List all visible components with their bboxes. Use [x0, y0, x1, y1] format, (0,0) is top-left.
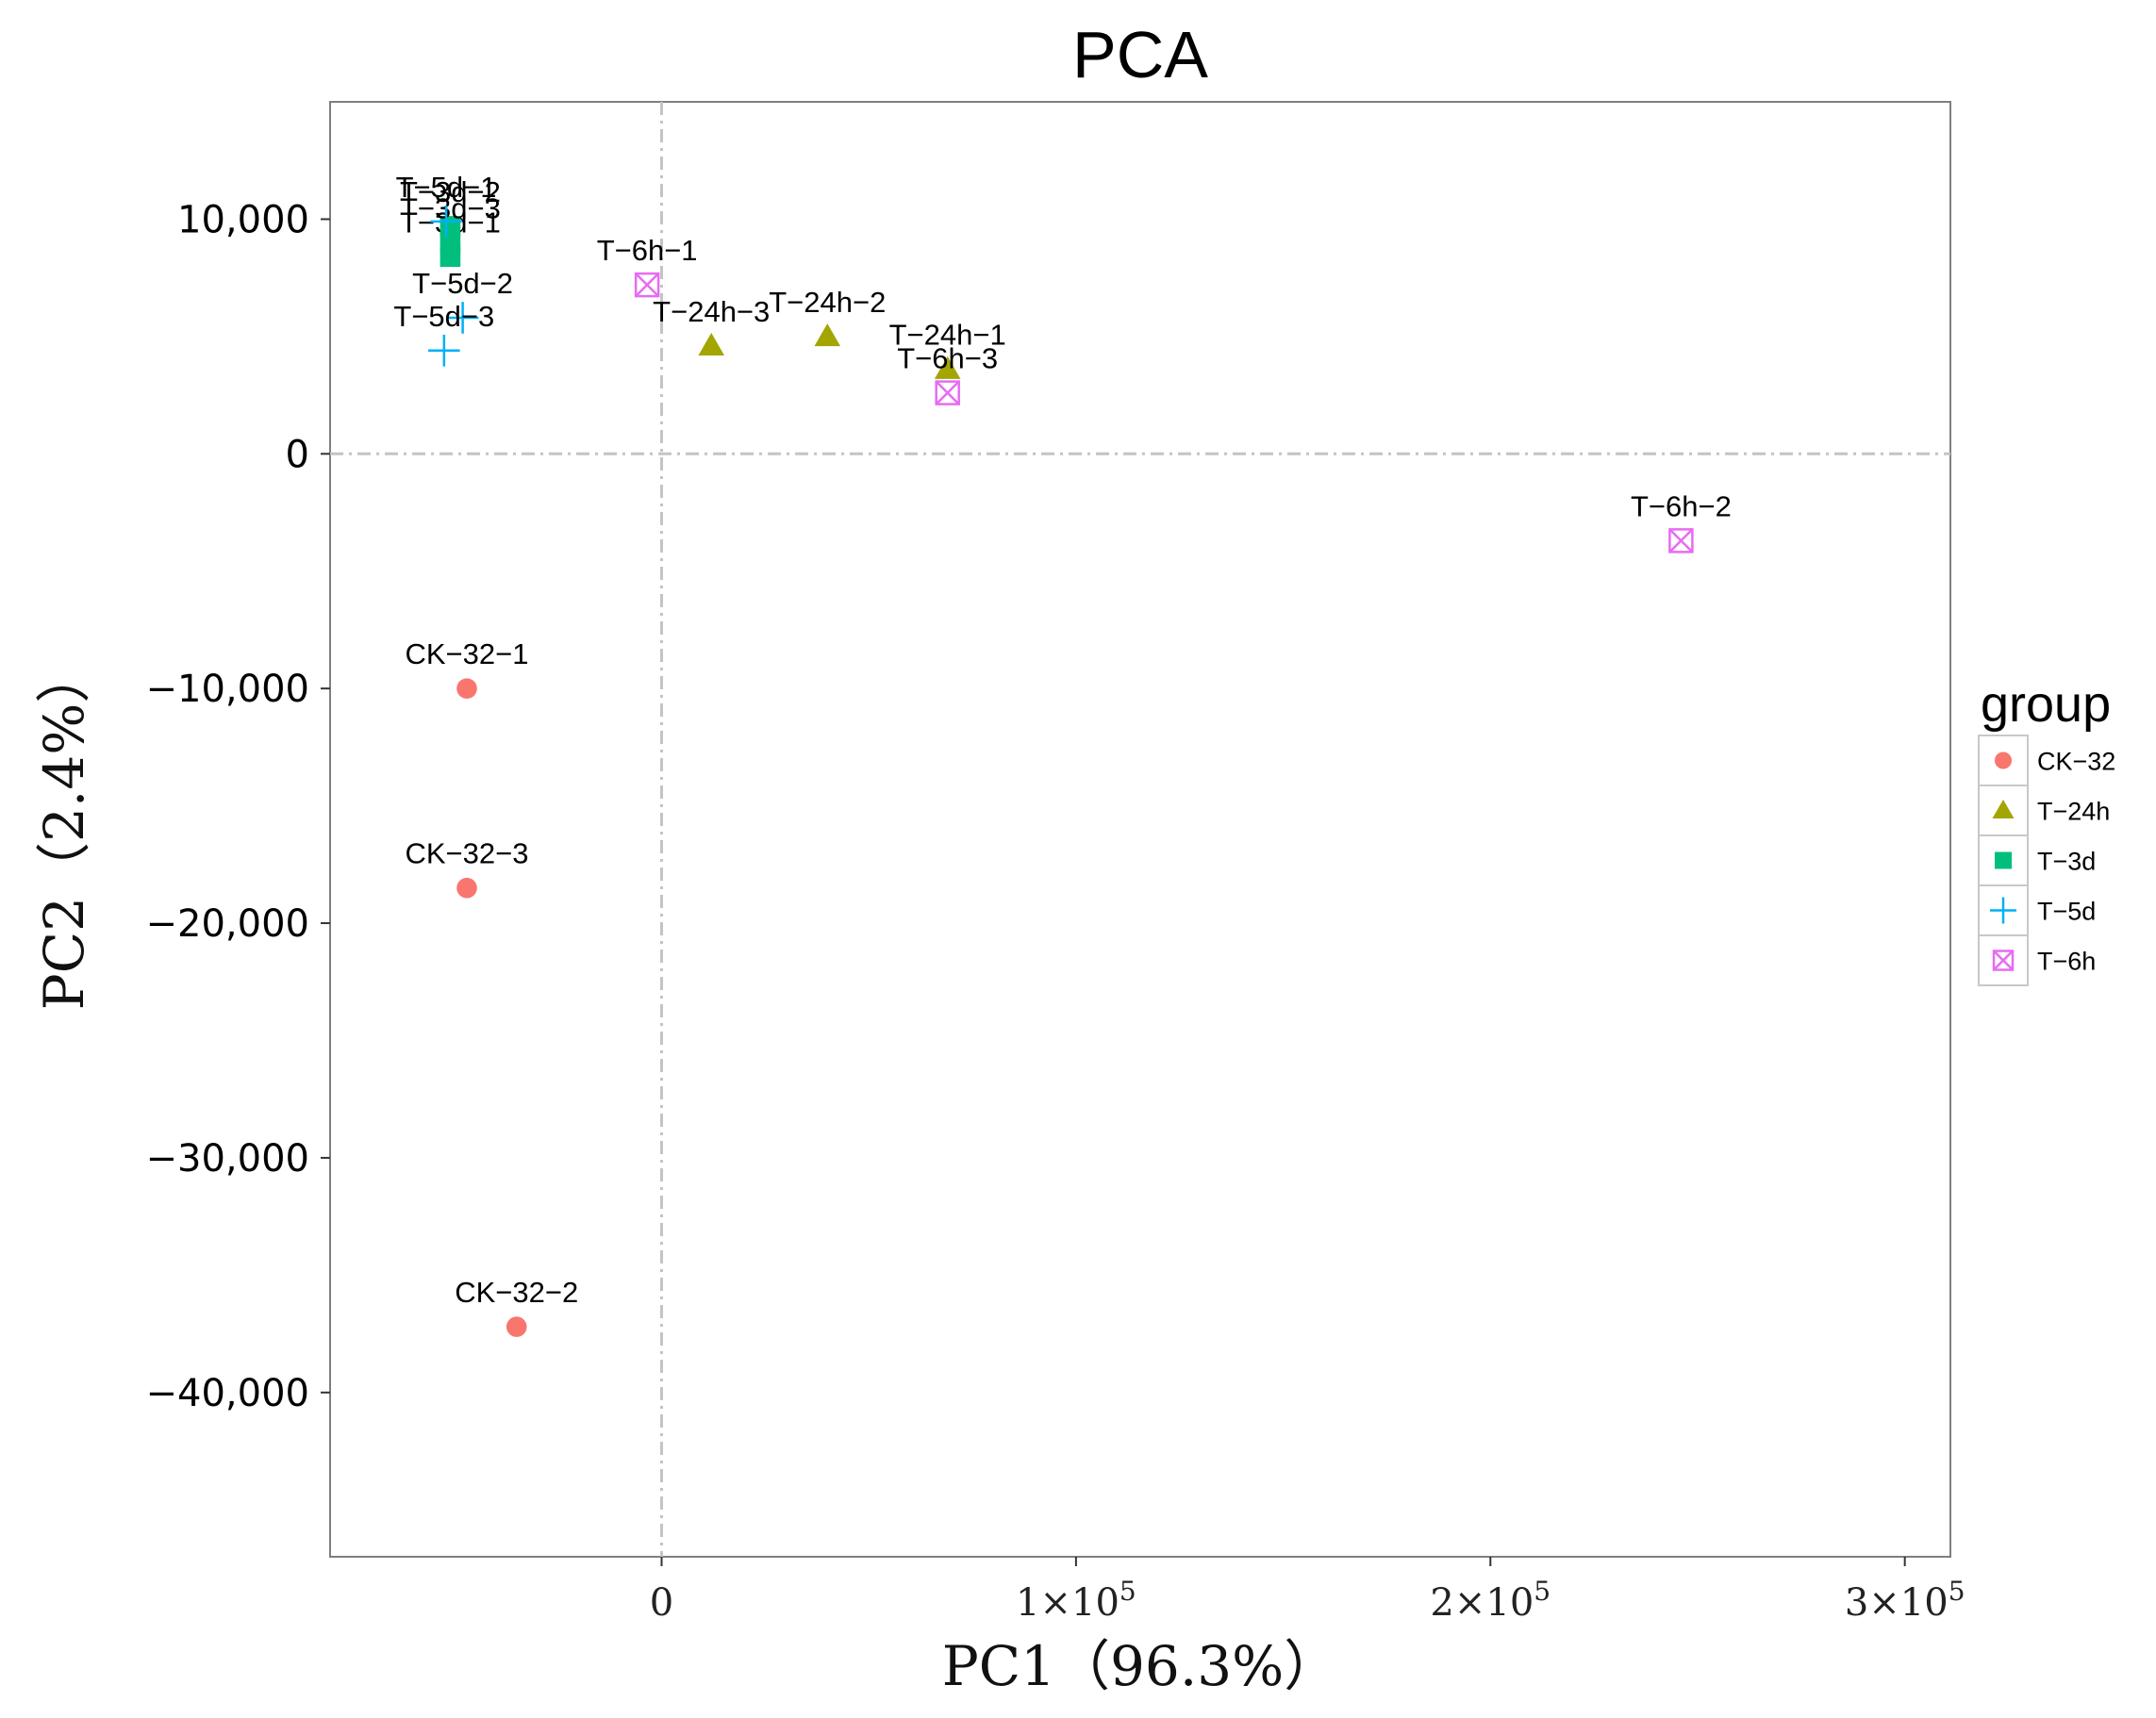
- y-axis-title: PC2（2.4%）: [32, 649, 96, 1011]
- y-tick-label: 0: [286, 433, 309, 476]
- data-point-label: CK−32−1: [405, 637, 528, 670]
- x-tick-label-exponent: 5: [1534, 1576, 1551, 1607]
- data-point-label: CK−32−3: [405, 837, 528, 870]
- data-point-label: T−24h−3: [653, 295, 770, 328]
- data-point-t-24h: [698, 333, 725, 356]
- data-point-t-5d: [446, 302, 479, 334]
- legend-key-ck-32: [1995, 752, 2012, 769]
- data-point-t-5d: [428, 335, 460, 367]
- legend-label: CK−32: [2037, 748, 2115, 776]
- data-point-t-24h: [934, 355, 961, 379]
- data-point-label: T−3d−3: [400, 191, 501, 224]
- data-point-label: T−5d−3: [393, 300, 494, 333]
- data-point-label: T−5d−1: [396, 171, 497, 204]
- legend-key-t-3d: [1995, 851, 2012, 869]
- data-point-t-6h: [1668, 528, 1694, 553]
- data-point-ck-32: [456, 678, 477, 699]
- data-point-t-24h: [814, 323, 841, 347]
- y-tick-label: −30,000: [146, 1137, 309, 1181]
- x-tick-label: 2×105: [1430, 1576, 1551, 1625]
- x-tick-label-base: 1×10: [1016, 1581, 1119, 1625]
- data-point-label: T−6h−3: [897, 342, 998, 375]
- data-point-ck-32: [456, 877, 477, 899]
- plot-panel: [329, 101, 1951, 1558]
- data-point-t-3d: [439, 232, 461, 254]
- data-point-label: T−24h−2: [769, 286, 886, 319]
- chart-title: PCA: [1072, 18, 1208, 91]
- x-tick-label: 3×105: [1845, 1576, 1965, 1625]
- x-tick-label: 0: [650, 1581, 673, 1625]
- data-point-t-6h: [935, 380, 960, 405]
- legend-key-t-24h: [1992, 800, 2015, 818]
- data-point-label: CK−32−2: [455, 1276, 578, 1309]
- y-tick-label: −20,000: [146, 902, 309, 946]
- y-tick-label: −40,000: [146, 1372, 309, 1415]
- x-tick-label-base: 2×10: [1430, 1581, 1534, 1625]
- x-tick-label-exponent: 5: [1949, 1576, 1965, 1607]
- legend-title: group: [1981, 676, 2111, 733]
- data-point-ck-32: [506, 1316, 527, 1337]
- data-point-t-6h: [634, 272, 660, 298]
- legend-label: T−5d: [2037, 898, 2096, 926]
- x-tick-label: 1×105: [1016, 1576, 1136, 1625]
- y-tick-label: −10,000: [146, 668, 309, 711]
- data-point-label: T−6h−1: [597, 234, 698, 267]
- data-point-label: T−5d−2: [412, 267, 513, 300]
- y-tick-label: 10,000: [177, 198, 309, 241]
- data-point-label: T−6h−2: [1631, 489, 1732, 522]
- data-point-t-5d: [430, 206, 462, 238]
- legend-key-t-6h: [1992, 950, 2015, 971]
- x-tick-label-base: 3×10: [1845, 1581, 1949, 1625]
- x-tick-label-base: 0: [650, 1581, 673, 1625]
- legend-label: T−24h: [2037, 798, 2110, 826]
- x-tick-label-exponent: 5: [1119, 1576, 1136, 1607]
- data-point-label: T−3d−2: [400, 175, 501, 208]
- legend-label: T−3d: [2037, 848, 2096, 876]
- legend-label: T−6h: [2037, 948, 2096, 976]
- x-axis-title: PC1（96.3%）: [942, 1634, 1339, 1698]
- data-point-label: T−24h−1: [889, 319, 1006, 352]
- legend-key-t-5d: [1990, 897, 2016, 924]
